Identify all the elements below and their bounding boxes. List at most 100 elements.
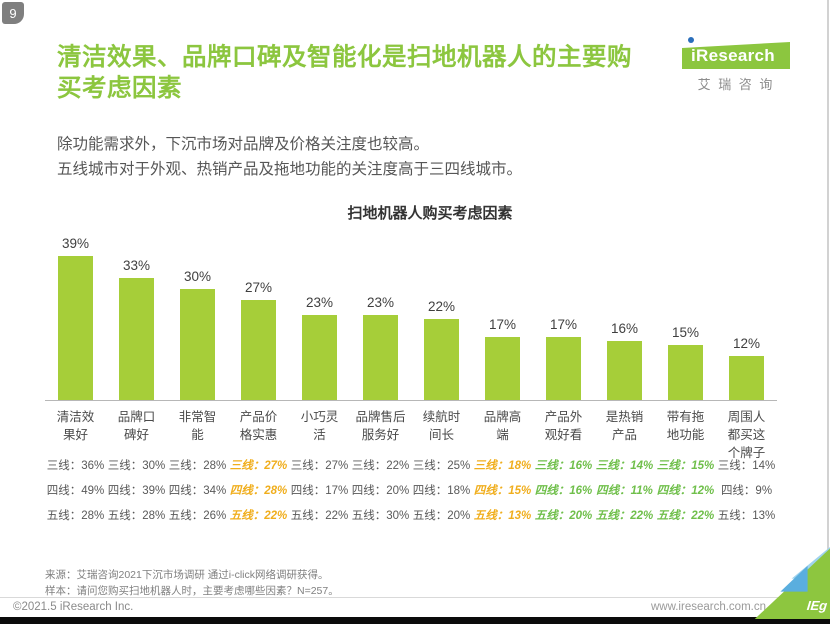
bar-column-10: 16%: [594, 321, 655, 400]
breakdown-cell: 三线：14%: [595, 460, 654, 472]
breakdown-cell: 四线：20%: [351, 485, 410, 497]
bar: [180, 289, 215, 400]
bar: [424, 318, 459, 400]
breakdown-cell: 五线：20%: [534, 510, 593, 522]
breakdown-column-5: 三线：27% 四线：17% 五线：22%: [289, 454, 350, 529]
category-label: 周围人 都买这 个牌子: [727, 410, 766, 460]
breakdown-cell: 四线：34%: [168, 485, 227, 497]
bar: [485, 337, 520, 400]
iresearch-logo: iResearch 艾 瑞 咨 询: [682, 37, 790, 93]
breakdown-cell: 五线：28%: [107, 510, 166, 522]
breakdown-cell: 三线：36%: [46, 460, 105, 472]
breakdown-cell: 五线：30%: [351, 510, 410, 522]
bar: [119, 277, 154, 400]
breakdown-column-4: 三线：27% 四线：28% 五线：22%: [228, 454, 289, 529]
summary-line-1: 除功能需求外，下沉市场对品牌及价格关注度也较高。: [57, 136, 430, 153]
bar-value-label: 30%: [183, 269, 212, 284]
breakdown-cell: 四线：17%: [290, 485, 349, 497]
breakdown-cell: 四线：49%: [46, 485, 105, 497]
bar-value-label: 23%: [305, 294, 334, 310]
breakdown-cell: 三线：30%: [107, 460, 166, 472]
category-label: 带有拖 地功能: [666, 410, 705, 442]
bar-column-12: 12%: [716, 336, 777, 400]
breakdown-cell: 三线：15%: [656, 460, 715, 472]
website-text: www.iresearch.com.cn: [650, 601, 766, 613]
bar-column-4: 27%: [228, 280, 289, 400]
breakdown-cell: 四线：39%: [107, 485, 166, 497]
breakdown-cell: 五线：22%: [229, 510, 288, 522]
bar-value-label: 15%: [671, 324, 700, 340]
chart-plot: 39% 33% 30% 27% 23% 23% 22% 17% 17% 16% 15% 12%: [45, 232, 777, 401]
breakdown-cell: 五线：26%: [168, 510, 227, 522]
bar-column-8: 17%: [472, 317, 533, 400]
breakdown-column-7: 三线：25% 四线：18% 五线：20%: [411, 454, 472, 529]
source-notes: 来源：艾瑞咨询2021下沉市场调研 通过i-click网络调研获得。 样本：请问…: [45, 568, 339, 600]
breakdown-column-12: 三线：14% 四线：9% 五线：13%: [716, 454, 777, 529]
bar-value-label: 39%: [61, 235, 90, 251]
page-number-badge: 9: [2, 2, 24, 24]
bar-column-2: 33%: [106, 258, 167, 400]
chart-breakdown: 三线：36% 四线：49% 五线：28% 三线：30% 四线：39% 五线：28% 三线：2…: [45, 454, 777, 529]
breakdown-column-9: 三线：16% 四线：16% 五线：20%: [533, 454, 594, 529]
breakdown-cell: 三线：28%: [168, 460, 227, 472]
breakdown-cell: 三线：25%: [412, 460, 471, 472]
breakdown-cell: 五线：22%: [656, 510, 715, 522]
breakdown-cell: 三线：18%: [473, 460, 532, 472]
logo-dot-icon: [688, 37, 694, 43]
breakdown-column-10: 三线：14% 四线：11% 五线：22%: [594, 454, 655, 529]
page-title: 清洁效果、品牌口碑及智能化是扫地机器人的主要购买考虑因素: [57, 44, 632, 103]
bar-column-5: 23%: [289, 295, 350, 400]
source-line: 来源：艾瑞咨询2021下沉市场调研 通过i-click网络调研获得。: [45, 569, 329, 581]
summary-line-2: 五线城市对于外观、热销产品及拖地功能的关注度高于三四线城市。: [57, 161, 523, 179]
breakdown-cell: 五线：28%: [46, 510, 105, 522]
iresearch-logo-chinese: 艾 瑞 咨 询: [697, 77, 775, 92]
bar-column-7: 22%: [411, 299, 472, 400]
category-label: 是热销 产品: [605, 410, 644, 442]
category-label: 清洁效 果好: [56, 410, 95, 442]
breakdown-cell: 四线：12%: [656, 485, 715, 497]
category-label: 品牌售后 服务好: [355, 410, 406, 442]
bar-column-11: 15%: [655, 324, 716, 400]
category-label: 产品外 观好看: [544, 410, 583, 442]
breakdown-cell: 三线：22%: [351, 460, 410, 472]
category-label: 续航时 间长: [422, 410, 461, 442]
category-label: 产品价 格实惠: [239, 410, 278, 442]
breakdown-cell: 三线：27%: [290, 460, 349, 472]
corner-watermark: IEg: [805, 598, 828, 613]
category-label: 小巧灵 活: [300, 410, 339, 442]
category-label: 品牌口 碑好: [117, 410, 156, 442]
bar-value-label: 17%: [488, 317, 517, 333]
copyright-text: ©2021.5 iResearch Inc.: [13, 601, 134, 613]
bar-value-label: 22%: [427, 298, 456, 314]
breakdown-column-3: 三线：28% 四线：34% 五线：26%: [167, 454, 228, 529]
breakdown-cell: 五线：22%: [595, 510, 654, 522]
breakdown-cell: 五线：22%: [290, 510, 349, 522]
bar-column-3: 30%: [167, 269, 228, 400]
summary-text: 除功能需求外，下沉市场对品牌及价格关注度也较高。 五线城市对于外观、热销产品及拖…: [57, 132, 522, 182]
bar-value-label: 17%: [549, 317, 578, 333]
chart-categories: 清洁效 果好 品牌口 碑好 非常智 能产品价 格实惠 小巧灵 活品牌售后 服务好 续航时…: [45, 409, 777, 462]
breakdown-column-1: 三线：36% 四线：49% 五线：28%: [45, 454, 106, 529]
bar-value-label: 23%: [366, 294, 395, 310]
breakdown-cell: 五线：13%: [717, 510, 776, 522]
breakdown-cell: 三线：27%: [229, 460, 288, 472]
category-label: 品牌高 端: [483, 410, 522, 442]
breakdown-cell: 四线：9%: [720, 485, 773, 497]
breakdown-cell: 四线：28%: [229, 485, 288, 497]
bar-value-label: 16%: [610, 320, 639, 336]
bar: [607, 340, 642, 400]
bar-column-6: 23%: [350, 295, 411, 400]
bar: [729, 355, 764, 400]
bar: [302, 314, 337, 400]
breakdown-cell: 五线：20%: [412, 510, 471, 522]
bar: [546, 337, 581, 400]
breakdown-column-8: 三线：18% 四线：15% 五线：13%: [472, 454, 533, 529]
chart-title: 扫地机器人购买考虑因素: [347, 205, 513, 222]
bar: [241, 300, 276, 400]
bar: [58, 255, 93, 400]
bottom-black-bar: [0, 617, 830, 624]
breakdown-column-2: 三线：30% 四线：39% 五线：28%: [106, 454, 167, 529]
bar: [363, 314, 398, 400]
breakdown-cell: 三线：16%: [534, 460, 593, 472]
bar-value-label: 33%: [122, 257, 151, 273]
